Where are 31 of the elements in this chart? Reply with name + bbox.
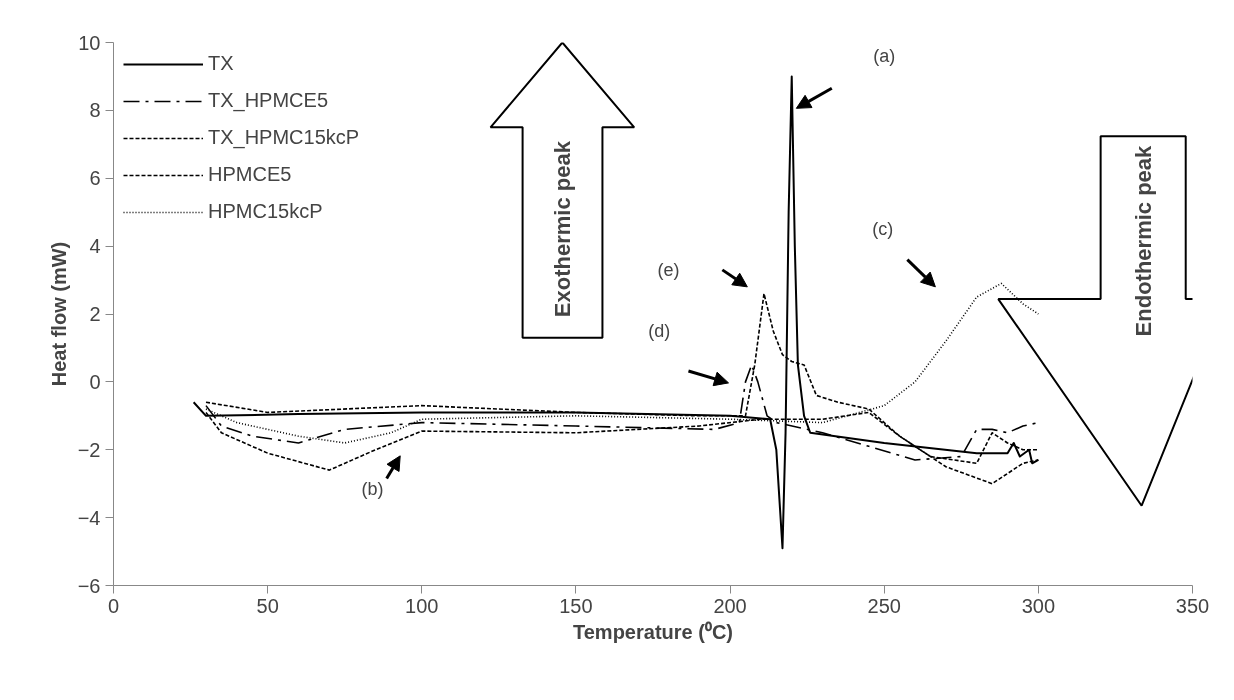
annotation: (b) [361, 478, 384, 499]
x-tick-label: 300 [1021, 594, 1056, 617]
legend-label: TX_HPMCE5 [208, 89, 329, 112]
annotation: (a) [873, 46, 896, 67]
y-tick-label: −6 [77, 574, 101, 597]
legend-label: HPMC15kcP [208, 200, 323, 223]
x-tick-label: 100 [405, 594, 439, 617]
annotation: (c) [872, 219, 894, 240]
annotation: (e) [657, 259, 680, 280]
x-tick-label: 150 [559, 594, 593, 617]
x-tick-label: 250 [867, 594, 901, 617]
annotation: Endothermic peak [1130, 144, 1156, 337]
y-tick-label: −2 [77, 438, 101, 461]
y-tick-label: −4 [77, 506, 101, 529]
legend-label: TX [208, 52, 234, 75]
annotation: Exothermic peak [549, 140, 575, 318]
y-axis-title: Heat flow (mW) [47, 241, 70, 387]
y-tick-label: 8 [89, 99, 101, 122]
y-tick-label: 10 [78, 31, 101, 54]
x-axis-title: Temperature (⁰C) [573, 620, 734, 643]
y-tick-label: 2 [89, 303, 101, 325]
annotation: (d) [648, 320, 671, 341]
y-tick-label: 0 [89, 370, 101, 393]
x-tick-label: 50 [256, 594, 279, 617]
y-tick-label: 6 [89, 167, 101, 190]
x-tick-label: 350 [1175, 594, 1210, 617]
x-tick-label: 0 [107, 594, 120, 617]
x-tick-label: 200 [713, 594, 747, 617]
y-tick-label: 4 [89, 235, 101, 258]
legend-label: TX_HPMC15kcP [208, 126, 360, 149]
legend-label: HPMCE5 [208, 163, 292, 186]
